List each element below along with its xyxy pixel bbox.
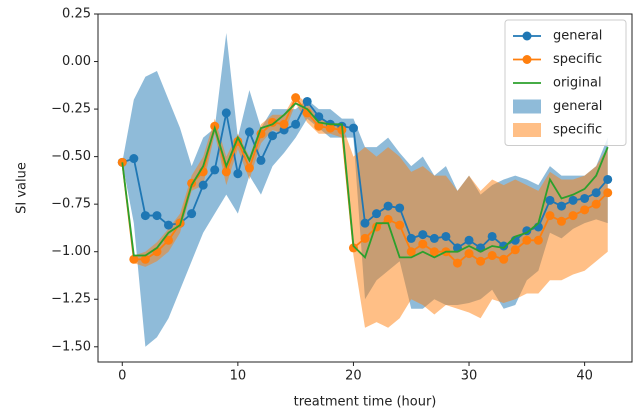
data-point bbox=[372, 209, 382, 219]
x-tick-label: 20 bbox=[345, 369, 362, 384]
data-point bbox=[556, 216, 566, 226]
legend-label: specific bbox=[553, 123, 602, 138]
x-axis-label: treatment time (hour) bbox=[294, 395, 437, 410]
y-tick-label: −0.50 bbox=[51, 149, 91, 164]
data-point bbox=[140, 254, 150, 264]
legend-swatch bbox=[513, 99, 541, 114]
y-tick-label: −0.75 bbox=[51, 197, 91, 212]
y-axis-label: SI value bbox=[15, 162, 30, 214]
legend-box bbox=[504, 19, 627, 146]
data-point bbox=[383, 201, 393, 211]
data-point bbox=[187, 209, 197, 219]
data-point bbox=[441, 231, 451, 241]
data-point bbox=[395, 220, 405, 230]
data-point bbox=[221, 167, 231, 177]
data-point bbox=[395, 203, 405, 213]
data-point bbox=[580, 193, 590, 203]
data-point bbox=[291, 93, 301, 103]
y-tick-label: 0.25 bbox=[62, 7, 91, 22]
data-point bbox=[244, 127, 254, 137]
data-point bbox=[487, 231, 497, 241]
y-tick-label: −1.25 bbox=[51, 292, 91, 307]
x-tick-label: 10 bbox=[230, 369, 247, 384]
data-point bbox=[348, 243, 358, 253]
data-point bbox=[418, 239, 428, 249]
data-point bbox=[325, 123, 335, 133]
data-point bbox=[164, 235, 174, 245]
data-point bbox=[140, 211, 150, 221]
data-point bbox=[533, 235, 543, 245]
legend-swatch bbox=[513, 123, 541, 137]
data-point bbox=[244, 163, 254, 173]
data-point bbox=[545, 195, 555, 205]
data-point bbox=[348, 123, 358, 133]
data-point bbox=[464, 249, 474, 259]
data-point bbox=[556, 201, 566, 211]
data-point bbox=[198, 180, 208, 190]
data-point bbox=[233, 169, 243, 179]
data-point bbox=[406, 233, 416, 243]
data-point bbox=[129, 254, 139, 264]
data-point bbox=[164, 220, 174, 230]
plot-frame bbox=[97, 13, 633, 363]
data-point bbox=[568, 195, 578, 205]
x-tick-label: 40 bbox=[576, 369, 593, 384]
y-tick-label: −0.25 bbox=[51, 102, 91, 117]
data-point bbox=[360, 218, 370, 228]
data-point bbox=[302, 96, 312, 106]
legend-label: general bbox=[553, 29, 602, 44]
data-point bbox=[221, 108, 231, 118]
data-point bbox=[591, 199, 601, 209]
data-point bbox=[406, 247, 416, 257]
data-point bbox=[464, 235, 474, 245]
data-point bbox=[429, 247, 439, 257]
data-point bbox=[383, 214, 393, 224]
data-point bbox=[499, 254, 509, 264]
data-point bbox=[291, 119, 301, 129]
y-tick-label: −1.50 bbox=[51, 339, 91, 354]
x-tick-label: 30 bbox=[461, 369, 478, 384]
legend-label: specific bbox=[553, 52, 602, 67]
data-point bbox=[591, 188, 601, 198]
legend-marker bbox=[522, 55, 532, 64]
data-point bbox=[279, 119, 289, 129]
series-line bbox=[121, 102, 609, 260]
y-tick-label: 0.00 bbox=[62, 54, 91, 69]
legend: general specific original general specific bbox=[504, 19, 627, 146]
data-point bbox=[360, 233, 370, 243]
data-point bbox=[545, 211, 555, 221]
data-point bbox=[476, 256, 486, 266]
legend-marker bbox=[522, 31, 532, 41]
legend-label: general bbox=[553, 99, 602, 114]
legend-label: original bbox=[553, 76, 602, 91]
data-point bbox=[129, 154, 139, 164]
data-point bbox=[603, 188, 613, 198]
data-point bbox=[510, 245, 520, 255]
y-tick-label: −1.00 bbox=[51, 244, 91, 259]
data-point bbox=[418, 230, 428, 240]
data-point bbox=[452, 258, 462, 268]
x-tick-label: 0 bbox=[118, 369, 126, 384]
data-point bbox=[580, 205, 590, 215]
data-point bbox=[603, 174, 613, 184]
data-point bbox=[568, 211, 578, 221]
data-point bbox=[522, 235, 532, 245]
data-point bbox=[429, 233, 439, 243]
data-point bbox=[314, 121, 324, 131]
data-point bbox=[152, 211, 162, 221]
data-point bbox=[487, 251, 497, 261]
data-point bbox=[210, 165, 220, 175]
data-point bbox=[256, 155, 266, 165]
data-point bbox=[268, 131, 278, 141]
